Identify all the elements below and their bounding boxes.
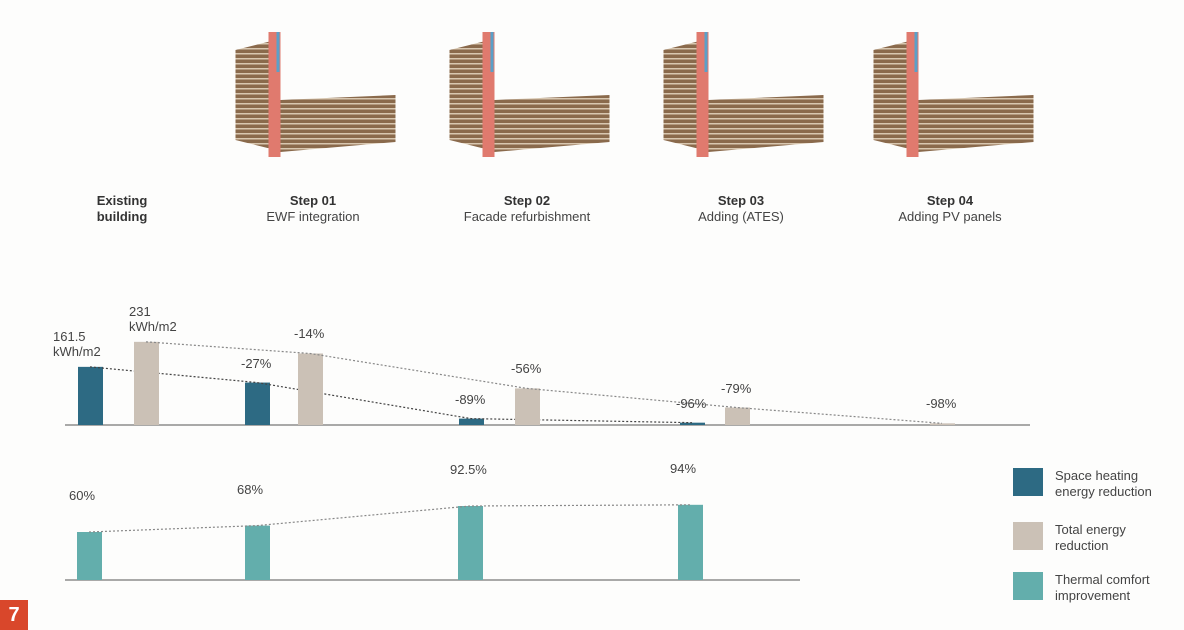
data-label: -96% [676,395,707,411]
stage-label: Step 02 Facade refurbishment [457,193,597,225]
data-label: 161.5 kWh/m2 [53,328,101,359]
building-illustration [663,32,824,157]
bar [245,525,270,580]
data-label: -14% [294,326,325,342]
building-illustration [873,32,1034,157]
bar [930,423,955,425]
data-label: -27% [241,355,272,371]
stage-subtitle: Adding PV panels [898,209,1002,224]
stage-title: Step 03 [717,193,765,208]
stage-subtitle: Facade refurbishment [463,209,591,224]
data-label: 92.5% [450,462,487,477]
figure-number: 7 [0,600,28,630]
stage-label: Step 01 EWF integration [243,193,383,225]
building-illustration [449,32,610,157]
stage-subtitle: Adding (ATES) [698,209,784,224]
legend-label: Thermal comfort improvement [1055,572,1150,603]
stage-label: Existing building [77,193,167,225]
stage-subtitle: EWF integration [266,209,360,224]
building-illustration [235,32,396,157]
bar [459,418,484,425]
bar [134,341,159,425]
trend-line [88,504,691,533]
stage-label: Step 04 Adding PV panels [880,193,1020,225]
bar [245,382,270,425]
data-label: 231 kWh/m2 [129,303,177,334]
bar [298,353,323,425]
legend-swatch [1013,522,1043,550]
data-label: 94% [670,460,697,476]
data-label: -89% [455,391,486,407]
bar [680,422,705,425]
legend-label: Total energy reduction [1055,522,1126,553]
stage-label: Step 03 Adding (ATES) [671,193,811,225]
legend-swatch [1013,572,1043,600]
data-label: 60% [69,488,96,503]
bar [77,532,102,580]
data-label: 68% [237,481,264,497]
legend-label: Space heating energy reduction [1055,468,1152,499]
data-label: -79% [721,380,752,396]
stage-title: Step 02 [503,193,551,208]
bar [78,366,103,425]
illustrations [235,32,1034,157]
data-label: -56% [511,361,542,377]
data-label: -98% [926,396,957,412]
bar [725,407,750,425]
legend-swatch [1013,468,1043,496]
trend-line [89,366,693,424]
bar [678,504,703,580]
trend-line [145,341,943,424]
stage-title: Step 01 [289,193,337,208]
bar [458,506,483,580]
stage-title: Existing building [96,193,148,224]
stage-title: Step 04 [926,193,974,208]
bar [515,388,540,425]
